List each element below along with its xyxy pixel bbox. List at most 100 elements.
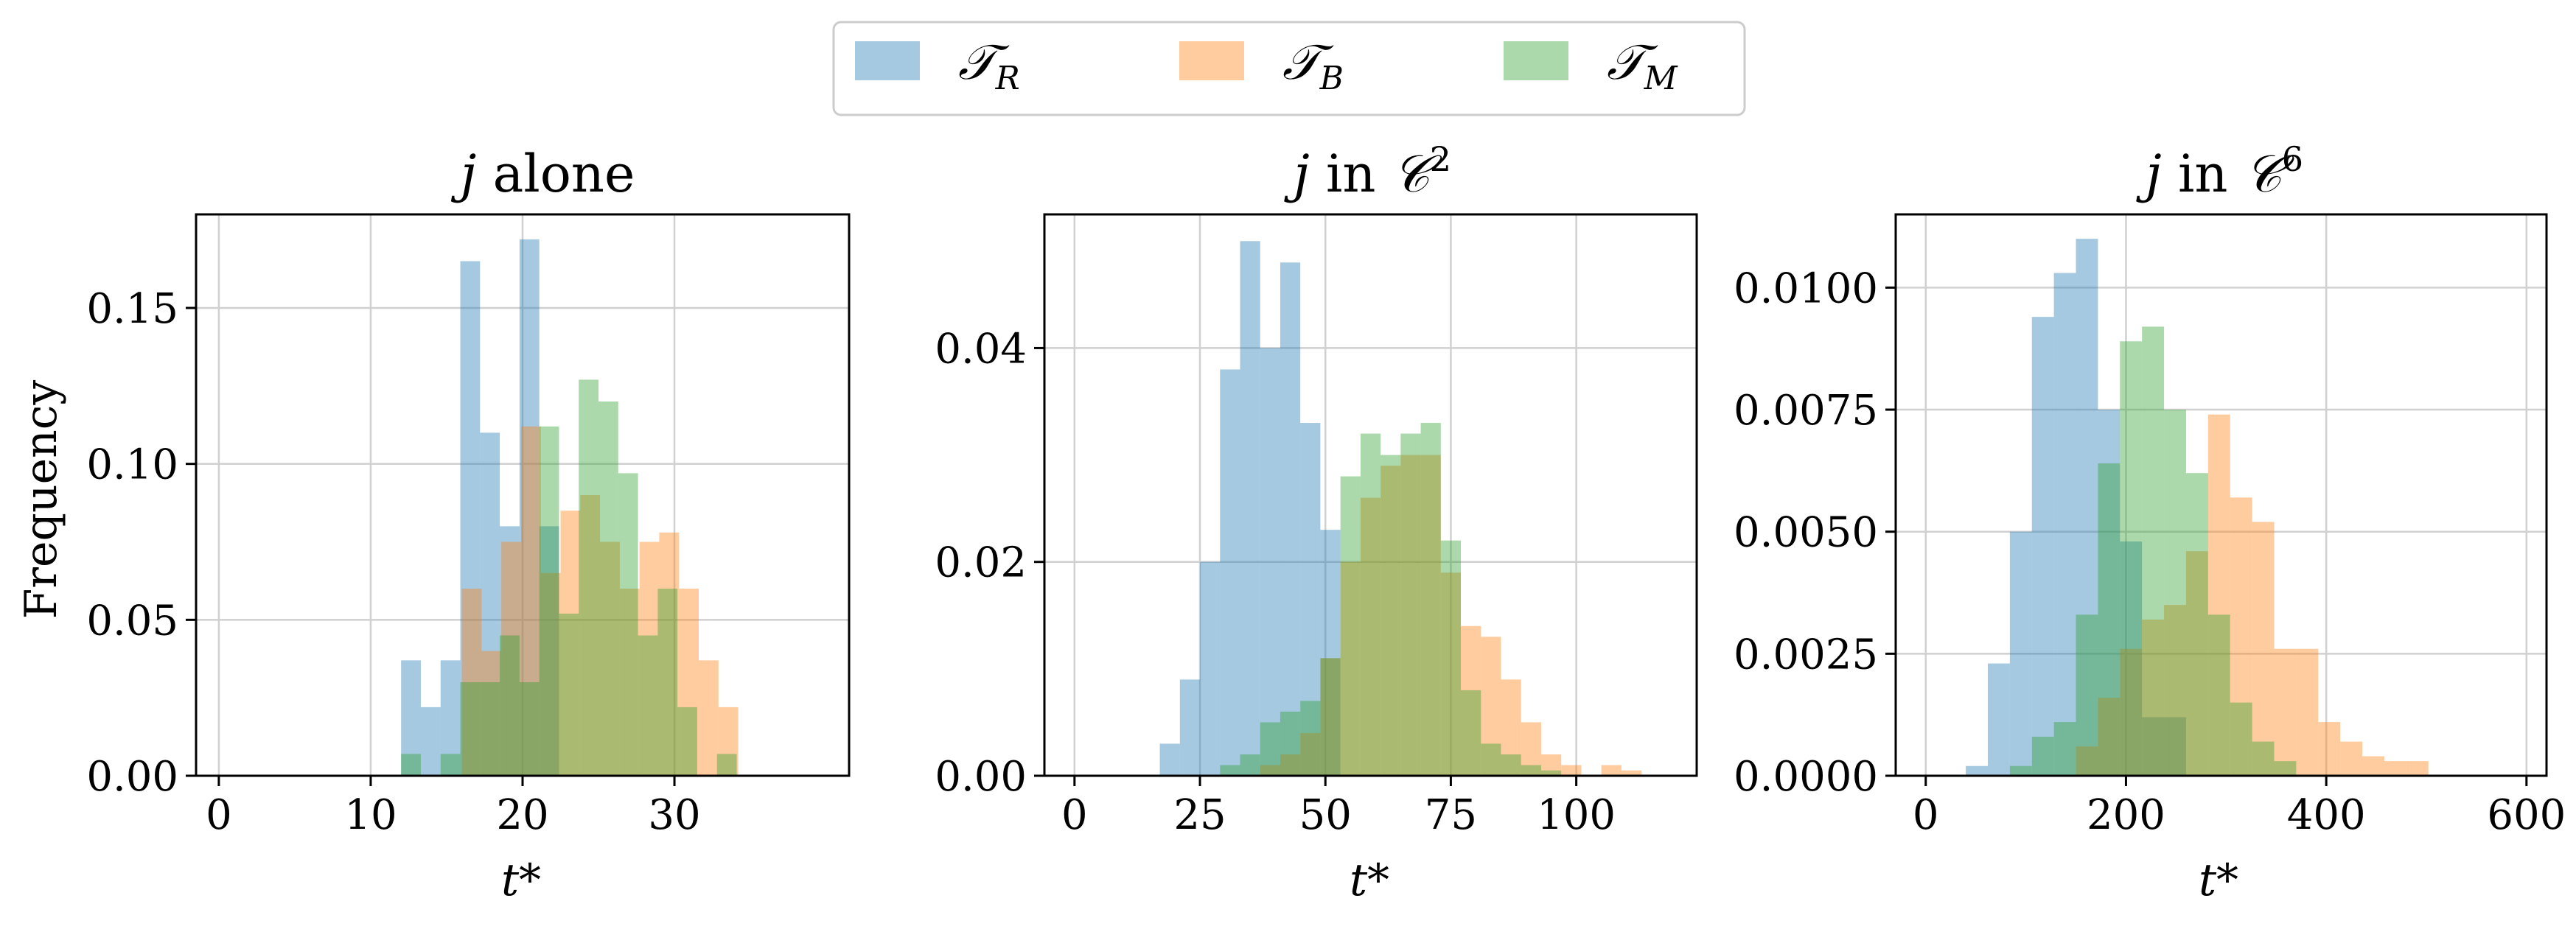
bar-R xyxy=(1200,561,1221,776)
bar-B xyxy=(2318,722,2341,776)
y-axis-label: Frequency xyxy=(15,380,67,620)
bar-B xyxy=(1561,765,1582,776)
bar-B xyxy=(699,660,719,776)
bar-R xyxy=(2009,531,2032,776)
bar-M xyxy=(2230,702,2252,776)
bar-B xyxy=(2362,756,2384,776)
bar-B xyxy=(1461,625,1481,776)
bar-B xyxy=(2274,648,2297,776)
bar-B xyxy=(1280,754,1301,776)
bar-R xyxy=(1179,679,1201,776)
bar-R xyxy=(2164,717,2186,776)
legend-label-R: 𝒯R xyxy=(958,34,1020,97)
bar-R xyxy=(420,707,441,776)
bar-M xyxy=(1481,743,1501,776)
panel-j-in-c6: j in 𝒞6 0 200 400 600 0.0000 0.0025 0.0050 0.00… xyxy=(1734,139,2566,906)
bar-M xyxy=(440,754,461,776)
bar-B xyxy=(520,426,541,776)
bar-M xyxy=(500,635,520,776)
bar-R xyxy=(2031,317,2054,776)
panel-title: j alone xyxy=(451,144,635,204)
bar-R xyxy=(1159,743,1180,776)
bar-R xyxy=(480,432,500,776)
bar-B xyxy=(639,541,660,776)
bar-B xyxy=(1420,455,1441,776)
x-tick-label: 100 xyxy=(1537,791,1616,839)
bar-B xyxy=(2406,761,2429,776)
bar-R xyxy=(2053,273,2076,776)
bar-M xyxy=(2252,741,2275,776)
axes-frame xyxy=(1894,213,2548,777)
bar-R xyxy=(1320,530,1341,776)
y-tick-label: 0.15 xyxy=(86,285,178,333)
bar-B xyxy=(2230,497,2252,776)
bar-B xyxy=(2076,746,2098,776)
bar-M xyxy=(1340,476,1361,776)
bar-R xyxy=(2098,410,2121,776)
bar-M xyxy=(1381,455,1401,776)
bar-M xyxy=(1400,433,1421,776)
x-tick-label: 20 xyxy=(496,791,548,839)
bar-B xyxy=(2207,414,2230,776)
y-tick-label: 0.00 xyxy=(86,753,178,801)
bar-B xyxy=(718,707,739,776)
bar-M xyxy=(2185,473,2208,776)
bar-M xyxy=(539,426,559,776)
bar-M xyxy=(716,754,737,776)
bar-M xyxy=(2031,736,2054,776)
bar-M xyxy=(1440,540,1462,776)
y-tick-label: 0.0000 xyxy=(1734,753,1878,801)
bar-M xyxy=(2207,614,2230,776)
legend-entry-R: 𝒯R xyxy=(855,34,1020,97)
bar-B xyxy=(2120,648,2143,776)
y-tick-label: 0.02 xyxy=(935,539,1027,587)
bar-R xyxy=(401,660,421,776)
x-axis-label: t* xyxy=(2199,855,2238,906)
y-tick-label: 0.10 xyxy=(86,441,178,489)
bar-B xyxy=(2252,522,2275,776)
bar-B xyxy=(540,572,561,776)
bar-M xyxy=(2053,722,2076,776)
bar-B xyxy=(560,511,581,776)
bar-R xyxy=(1300,423,1321,776)
bar-M xyxy=(1320,658,1341,776)
bar-B xyxy=(580,495,601,776)
bar-R xyxy=(460,261,481,776)
bar-M xyxy=(2120,341,2143,776)
bar-R xyxy=(539,526,559,776)
bar-M xyxy=(2274,761,2297,776)
panel-title: j in 𝒞6 xyxy=(2136,139,2303,204)
y-tick-label: 0.0050 xyxy=(1734,509,1878,557)
bar-R xyxy=(519,239,540,776)
y-tick-label: 0.04 xyxy=(935,325,1027,373)
x-tick-label: 200 xyxy=(2087,791,2165,839)
x-tick-label: 50 xyxy=(1299,791,1352,839)
bar-B xyxy=(461,589,482,776)
legend-swatch-B xyxy=(1179,41,1244,80)
legend-frame xyxy=(832,21,1746,116)
bar-M xyxy=(579,379,599,776)
bar-M xyxy=(1300,701,1321,776)
bar-M xyxy=(559,613,579,776)
y-tick-label: 0.0100 xyxy=(1734,264,1878,312)
bar-R xyxy=(1966,765,1988,776)
bar-M xyxy=(657,589,678,776)
x-tick-label: 600 xyxy=(2487,791,2566,839)
bar-M xyxy=(1360,433,1381,776)
plot-area: 0 25 50 75 100 0.00 0.02 0.04 xyxy=(935,213,1698,839)
y-tick-label: 0.00 xyxy=(935,753,1027,801)
panel-j-in-c2: j in 𝒞2 0 25 50 75 100 0.00 0.02 0.04 t* xyxy=(935,139,1698,906)
y-tick-label: 0.0075 xyxy=(1734,387,1878,435)
bar-B xyxy=(2098,697,2121,776)
bar-R xyxy=(1280,262,1301,776)
bar-M xyxy=(1220,765,1240,776)
legend-swatch-R xyxy=(855,41,920,80)
x-tick-label: 0 xyxy=(206,791,232,839)
bar-R xyxy=(1260,348,1280,776)
bar-B xyxy=(2185,551,2208,776)
bar-B xyxy=(2164,605,2186,776)
bar-M xyxy=(2076,614,2098,776)
bar-B xyxy=(1260,765,1280,776)
plot-area: 0 10 20 30 0.00 0.05 0.10 0.15 xyxy=(86,213,851,839)
